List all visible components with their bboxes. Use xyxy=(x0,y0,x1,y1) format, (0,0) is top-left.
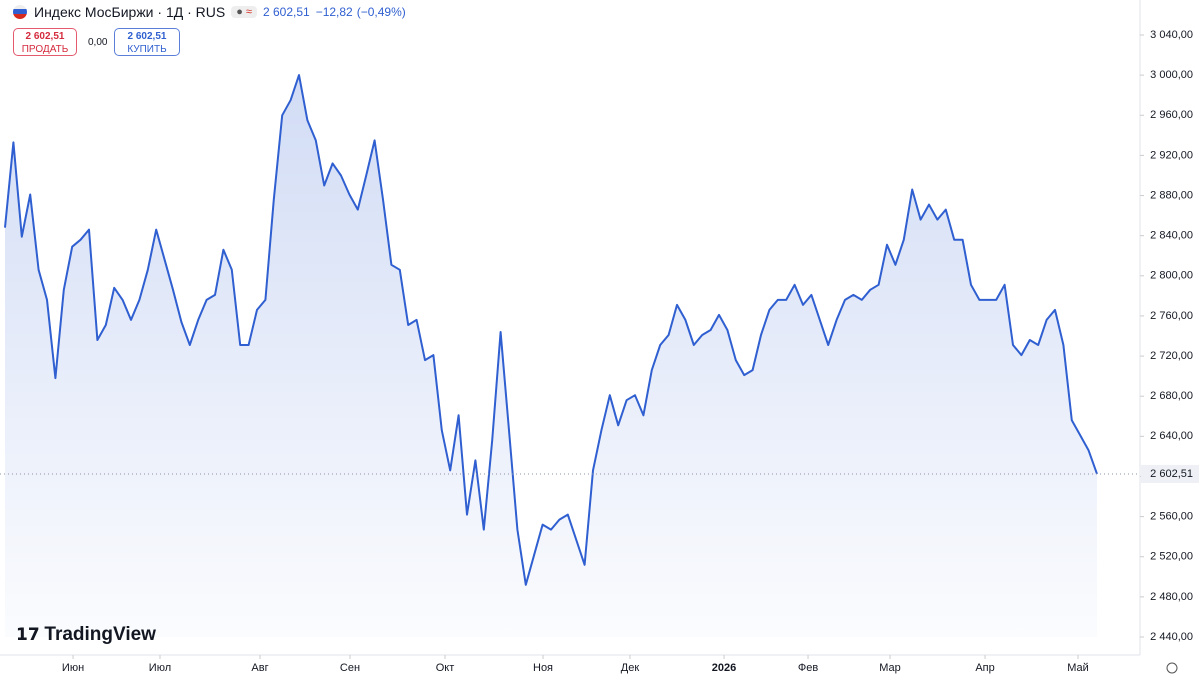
buy-button[interactable]: 2 602,51 КУПИТЬ xyxy=(114,28,180,56)
sell-price: 2 602,51 xyxy=(25,31,65,42)
logo-text: TradingView xyxy=(44,624,156,645)
x-tick-label: Июн xyxy=(62,662,84,674)
last-price-box xyxy=(1141,464,1199,483)
x-tick-label: Сен xyxy=(340,662,360,674)
x-tick-label: Апр xyxy=(975,662,994,674)
price-line xyxy=(4,74,1098,586)
y-tick-label: 2 720,00 xyxy=(1150,350,1193,362)
y-tick-label: 2 440,00 xyxy=(1150,631,1193,643)
y-tick-label: 2 760,00 xyxy=(1150,310,1193,322)
price: 2 602,51 xyxy=(262,5,310,19)
header: Индекс МосБиржи · 1Д · RUS ● ≈ 2 602,51 … xyxy=(12,4,406,20)
x-tick-label: Мар xyxy=(879,662,901,674)
y-tick-label: 2 960,00 xyxy=(1150,109,1193,121)
y-tick-label: 3 040,00 xyxy=(1150,29,1193,41)
change: −12,82 xyxy=(315,5,353,19)
x-tick-label: Июл xyxy=(149,662,171,674)
y-tick-label: 2 520,00 xyxy=(1150,551,1193,563)
x-tick-label: Авг xyxy=(251,662,268,674)
x-tick-label: 2026 xyxy=(712,662,736,674)
logo-mark: 𝟭𝟳 xyxy=(16,625,45,644)
y-tick-label: 3 000,00 xyxy=(1150,69,1193,81)
status[interactable]: ● ≈ xyxy=(231,6,257,18)
y-tick-label: 2 480,00 xyxy=(1150,591,1193,603)
sell-button[interactable]: 2 602,51 ПРОДАТЬ xyxy=(13,28,77,56)
x-tick-label: Май xyxy=(1067,662,1089,674)
x-tick-label: Окт xyxy=(436,662,455,674)
y-tick-label: 2 680,00 xyxy=(1150,390,1193,402)
sell-label: ПРОДАТЬ xyxy=(21,44,69,55)
buy-label: КУПИТЬ xyxy=(127,44,167,55)
x-tick-label: Ноя xyxy=(533,662,553,674)
settings-icon[interactable] xyxy=(1166,662,1178,674)
title: Индекс МосБиржи · 1Д · RUS xyxy=(34,4,226,20)
x-tick-label: Фев xyxy=(798,662,818,674)
y-tick-label: 2 640,00 xyxy=(1150,430,1193,442)
last-price-label: 2 602,51 xyxy=(1150,468,1193,480)
y-tick-label: 2 560,00 xyxy=(1150,511,1193,523)
change-pct: (−0,49%) xyxy=(356,5,406,19)
area-fill xyxy=(5,75,1097,638)
buy-price: 2 602,51 xyxy=(127,31,167,42)
logo: 𝟭𝟳 TradingView xyxy=(16,624,156,646)
y-tick-label: 2 880,00 xyxy=(1150,189,1193,201)
y-tick-label: 2 800,00 xyxy=(1150,270,1193,282)
y-tick-label: 2 920,00 xyxy=(1150,149,1193,161)
flag xyxy=(13,5,27,19)
x-tick-label: Дек xyxy=(621,662,640,674)
y-tick-label: 2 840,00 xyxy=(1150,230,1193,242)
spread: 0,00 xyxy=(88,37,108,48)
